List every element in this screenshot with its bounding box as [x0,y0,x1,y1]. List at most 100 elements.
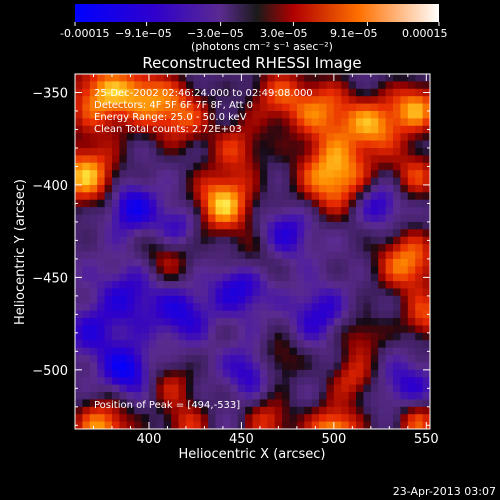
heatmap-cell [75,362,83,371]
heatmap-cell [400,140,409,149]
heatmap-cell [370,147,379,156]
heatmap-cell [230,258,239,267]
heatmap-cell [134,288,143,297]
heatmap-cell [378,421,387,429]
heatmap-cell [289,192,298,201]
heatmap-cell [208,310,217,319]
heatmap-cell [326,162,335,171]
heatmap-cell [282,392,291,401]
heatmap-cell [141,362,150,371]
heatmap-cell [97,288,106,297]
heatmap-cell [333,258,342,267]
heatmap-cell [200,399,209,408]
heatmap-cell [200,340,209,349]
heatmap-cell [193,74,202,82]
heatmap-cell [75,221,83,230]
heatmap-cell [82,421,91,429]
heatmap-cell [304,340,313,349]
heatmap-cell [200,162,209,171]
heatmap-cell [75,103,83,112]
heatmap-cell [82,74,91,82]
heatmap-cell [126,162,135,171]
heatmap-cell [126,421,135,429]
heatmap-cell [363,133,372,142]
heatmap-cell [415,88,424,97]
heatmap-cell [163,355,172,364]
heatmap-cell [222,288,231,297]
heatmap-cell [259,103,268,112]
heatmap-cell [104,221,113,230]
heatmap-cell [356,362,365,371]
heatmap-cell [289,177,298,186]
heatmap-cell [171,162,180,171]
heatmap-cell [82,355,91,364]
heatmap-cell [97,258,106,267]
heatmap-cell [341,103,350,112]
heatmap-cell [185,170,194,179]
heatmap-cell [341,355,350,364]
heatmap-cell [245,273,254,282]
heatmap-cell [119,214,128,223]
heatmap-cell [89,303,98,312]
heatmap-cell [333,340,342,349]
heatmap-cell [296,199,305,208]
heatmap-cell [156,355,165,364]
heatmap-cell [274,288,283,297]
heatmap-cell [208,229,217,238]
heatmap-cell [215,229,224,238]
heatmap-cell [356,266,365,275]
heatmap-cell [82,133,91,142]
heatmap-cell [400,288,409,297]
heatmap-cell [111,103,120,112]
heatmap-cell [97,147,106,156]
heatmap-cell [200,421,209,429]
heatmap-cell [341,133,350,142]
heatmap-cell [393,392,402,401]
heatmap-cell [326,170,335,179]
heatmap-cell [185,177,194,186]
heatmap-cell [400,110,409,119]
heatmap-cell [156,207,165,216]
heatmap-cell [370,325,379,334]
heatmap-cell [348,392,357,401]
heatmap-cell [326,281,335,290]
heatmap-cell [222,325,231,334]
heatmap-cell [215,377,224,386]
heatmap-cell [267,74,276,82]
heatmap-cell [274,355,283,364]
heatmap-cell [385,199,394,208]
heatmap-cell [311,192,320,201]
heatmap-cell [319,384,328,393]
heatmap-cell [215,288,224,297]
heatmap-cell [75,96,83,105]
heatmap-cell [407,310,416,319]
heatmap-cell [111,184,120,193]
heatmap-cell [289,251,298,260]
heatmap-cell [348,347,357,356]
heatmap-cell [200,221,209,230]
heatmap-cell [237,88,246,97]
heatmap-cell [141,303,150,312]
heatmap-cell [319,103,328,112]
heatmap-cell [370,177,379,186]
heatmap-cell [400,406,409,415]
heatmap-cell [422,192,430,201]
heatmap-cell [304,221,313,230]
heatmap-cell [400,118,409,127]
heatmap-cell [222,207,231,216]
heatmap-cell [407,273,416,282]
heatmap-cell [200,155,209,164]
heatmap-cell [126,199,135,208]
heatmap-cell [97,295,106,304]
heatmap-cell [393,325,402,334]
heatmap-cell [215,266,224,275]
heatmap-cell [385,355,394,364]
heatmap-cell [134,340,143,349]
heatmap-cell [230,125,239,134]
heatmap-cell [393,118,402,127]
heatmap-cell [89,332,98,341]
heatmap-cell [193,362,202,371]
heatmap-cell [282,199,291,208]
heatmap-cell [326,399,335,408]
heatmap-cell [134,236,143,245]
